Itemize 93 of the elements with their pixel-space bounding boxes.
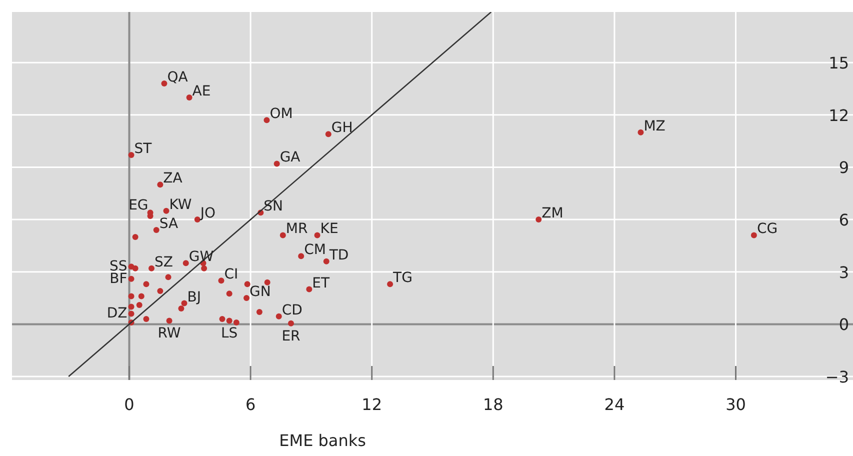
annotation: TG <box>392 270 412 286</box>
point <box>182 260 189 266</box>
point <box>314 232 320 238</box>
point <box>306 286 312 292</box>
annotation: ER <box>282 328 301 344</box>
point <box>750 232 757 238</box>
point <box>132 265 138 272</box>
annotation: GN <box>250 284 271 300</box>
annotation: CD <box>282 302 302 318</box>
annotation: JO <box>199 206 216 222</box>
x-tick-label: 24 <box>604 395 625 414</box>
point <box>166 318 172 324</box>
point <box>128 293 134 300</box>
point <box>128 310 134 317</box>
point <box>264 117 270 124</box>
annotation: OM <box>270 106 293 122</box>
point <box>194 216 200 223</box>
x-tick-label: 30 <box>726 395 746 414</box>
point <box>128 276 134 282</box>
annotation: CI <box>224 266 238 283</box>
annotation: LS <box>220 326 238 342</box>
annotation: ZA <box>163 170 183 187</box>
annotation: KW <box>169 196 192 213</box>
x-tick-label: 6 <box>245 395 256 414</box>
point <box>638 129 644 136</box>
point <box>148 265 154 272</box>
point <box>387 281 394 288</box>
point <box>138 293 144 300</box>
point <box>323 258 330 264</box>
annotation: BJ <box>187 289 201 306</box>
annotation: ZM <box>542 206 564 222</box>
x-axis-title: EME banks <box>279 431 366 450</box>
x-tick-label: 12 <box>362 395 382 414</box>
point <box>161 80 168 87</box>
point <box>143 316 150 322</box>
point <box>264 279 270 286</box>
point <box>244 295 250 302</box>
annotation: RW <box>158 326 181 342</box>
point <box>325 131 332 138</box>
point <box>219 316 226 322</box>
annotation: KE <box>320 221 338 238</box>
y-tick-label: 6 <box>838 210 849 230</box>
annotation: AE <box>192 83 211 100</box>
point <box>165 274 172 280</box>
point <box>233 319 240 326</box>
annotation: CG <box>756 221 778 238</box>
annotation: SN <box>264 198 284 215</box>
point <box>288 320 294 326</box>
point <box>178 305 184 312</box>
point <box>143 281 150 288</box>
annotation: SZ <box>154 254 173 270</box>
y-tick-label: −3 <box>825 368 849 387</box>
annotation: MR <box>286 221 308 238</box>
annotation: TD <box>328 247 349 264</box>
point <box>201 265 208 272</box>
point <box>274 160 280 167</box>
point <box>186 94 192 100</box>
annotation: CM <box>304 242 326 258</box>
point <box>218 278 224 284</box>
annotation: EG <box>128 198 148 214</box>
annotation: GA <box>280 150 301 166</box>
annotation: GH <box>331 120 353 136</box>
point <box>163 208 170 214</box>
point <box>157 182 164 188</box>
point <box>136 302 142 308</box>
point <box>132 234 138 240</box>
point <box>128 152 134 158</box>
point <box>280 232 286 238</box>
annotation: ST <box>134 141 152 158</box>
annotation: DZ <box>106 306 128 322</box>
point <box>276 313 282 320</box>
x-tick-label: 0 <box>124 395 134 414</box>
y-tick-label: 12 <box>828 106 849 125</box>
point <box>244 281 250 288</box>
point <box>153 227 160 234</box>
point <box>298 253 304 260</box>
point <box>181 300 188 306</box>
point <box>536 216 542 223</box>
annotation: BF <box>110 270 128 287</box>
x-tick-label: 18 <box>482 395 504 414</box>
point <box>157 288 164 294</box>
y-tick-label: 15 <box>828 54 849 73</box>
point <box>226 290 232 297</box>
point <box>226 318 232 324</box>
point <box>256 308 262 315</box>
annotation: SA <box>159 216 178 232</box>
point <box>128 304 134 310</box>
y-tick-label: 0 <box>838 315 849 334</box>
annotation: MZ <box>644 118 666 134</box>
y-tick-label: 9 <box>838 158 849 178</box>
y-tick-label: 3 <box>838 262 849 282</box>
annotation: QA <box>167 70 188 86</box>
annotation: ET <box>312 275 330 292</box>
